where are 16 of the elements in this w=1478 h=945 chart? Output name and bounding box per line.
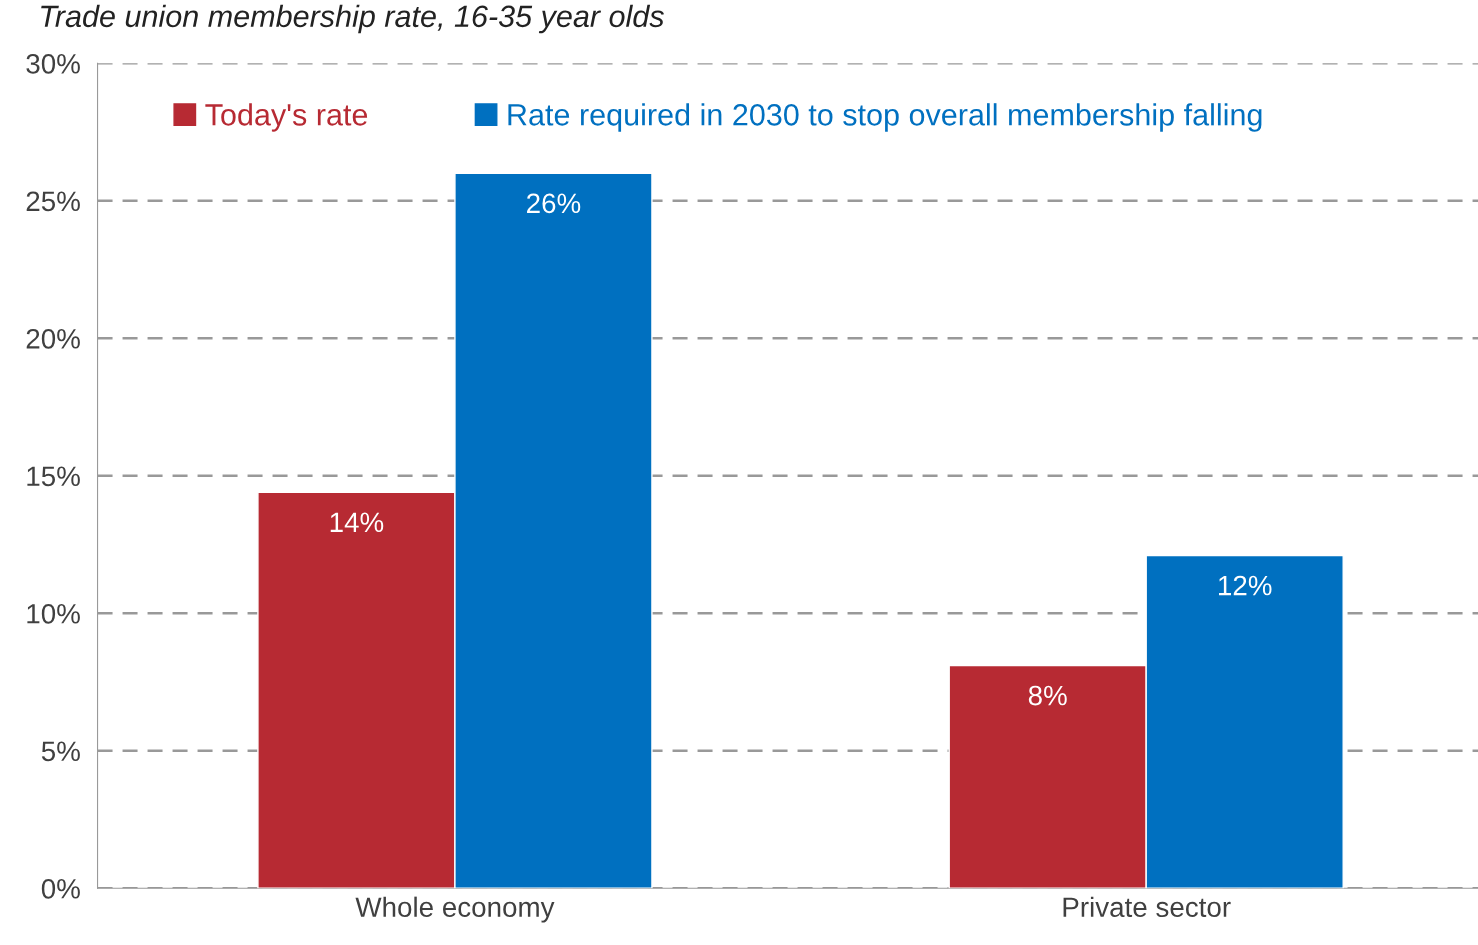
x-tick-label: Private sector bbox=[1063, 896, 1231, 918]
y-tick-label: 25% bbox=[26, 191, 80, 212]
y-tick-label: 20% bbox=[26, 328, 80, 349]
y-tick-label: 0% bbox=[41, 878, 80, 899]
data-label: 14% bbox=[330, 512, 384, 533]
legend-label: Rate required in 2030 to stop overall membership falling bbox=[508, 103, 1262, 132]
data-label: 8% bbox=[1028, 685, 1067, 706]
legend-label: Today's rate bbox=[205, 103, 368, 132]
y-tick-label: 5% bbox=[41, 741, 80, 762]
x-tick-label: Whole economy bbox=[355, 896, 555, 923]
chart-title: Trade union membership rate, 16-35 year olds bbox=[41, 4, 664, 34]
y-tick-label: 30% bbox=[26, 53, 80, 74]
y-tick-label: 10% bbox=[27, 603, 80, 624]
data-label: 12% bbox=[1219, 575, 1272, 596]
data-label: 26% bbox=[527, 193, 581, 214]
y-tick-label: 15% bbox=[27, 466, 80, 487]
